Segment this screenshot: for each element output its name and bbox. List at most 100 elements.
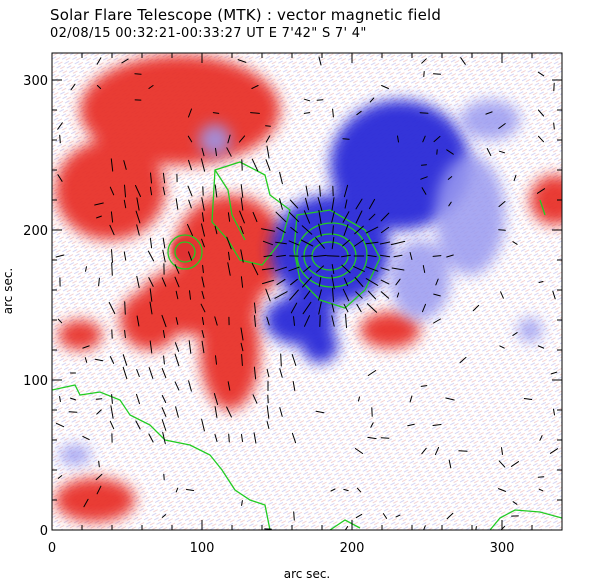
field-vector [265, 288, 271, 302]
field-vector [276, 254, 286, 258]
field-vector [59, 396, 61, 402]
field-vector [240, 249, 244, 263]
field-vector [163, 355, 165, 365]
field-vector [353, 266, 365, 272]
field-vector [380, 279, 390, 285]
field-vector [200, 303, 206, 313]
field-vector [409, 395, 413, 403]
field-vector [201, 340, 205, 354]
field-vector [227, 262, 231, 276]
field-vector [303, 290, 311, 300]
field-vector [96, 485, 102, 495]
field-vector [446, 254, 454, 258]
field-vector [136, 393, 140, 405]
field-vector [315, 237, 325, 249]
field-vector [331, 303, 335, 313]
field-vector [162, 172, 166, 184]
field-vector [447, 176, 453, 180]
field-vector [343, 224, 349, 236]
field-vector [201, 223, 205, 237]
field-vector [536, 188, 546, 194]
field-vector [250, 112, 260, 114]
field-vector [123, 251, 127, 261]
field-vector [261, 267, 275, 271]
field-vector [201, 212, 205, 222]
field-vector [111, 249, 113, 263]
field-vector [365, 278, 379, 286]
field-vector [189, 290, 191, 300]
field-vector [201, 238, 205, 248]
field-vector [214, 225, 218, 235]
field-vector [475, 526, 477, 530]
field-vector [240, 327, 244, 341]
field-vector [136, 275, 140, 289]
field-vector [122, 366, 128, 380]
field-vector [82, 435, 90, 441]
field-vector [148, 433, 154, 443]
field-vector [552, 290, 556, 300]
field-vector [70, 83, 76, 91]
transverse-field-vectors [55, 56, 559, 530]
field-vector [226, 236, 232, 250]
field-vector [433, 293, 441, 297]
field-vector [300, 239, 314, 247]
field-vector [214, 316, 218, 326]
field-vector [420, 385, 428, 387]
field-vector [253, 366, 257, 380]
field-vector [241, 354, 243, 366]
field-vector [188, 108, 192, 118]
field-vector [379, 241, 391, 245]
field-vector [254, 315, 256, 327]
field-vector [343, 184, 349, 198]
field-vector [57, 174, 63, 182]
field-vector [331, 197, 335, 211]
field-vector [305, 185, 309, 197]
field-vector [149, 288, 153, 302]
field-vector [395, 278, 401, 286]
field-vector [161, 395, 167, 403]
field-vector [94, 202, 104, 206]
field-vector [289, 289, 299, 301]
field-vector [358, 396, 360, 402]
field-vector [395, 514, 401, 518]
field-vector [343, 303, 349, 313]
field-vector [228, 433, 230, 443]
field-vector [301, 255, 313, 257]
field-vector [318, 301, 322, 315]
field-vector [289, 199, 299, 209]
field-vector [393, 254, 403, 258]
field-vector [292, 381, 296, 391]
field-vector [266, 405, 270, 419]
field-vector [55, 254, 65, 258]
field-vector [367, 436, 377, 440]
field-vector [549, 448, 559, 454]
field-vector [498, 488, 506, 492]
field-vector [512, 332, 518, 336]
field-vector [186, 489, 194, 491]
field-vector [380, 291, 390, 299]
field-vector [275, 266, 287, 272]
field-vector [263, 254, 273, 258]
field-vector [289, 212, 299, 222]
field-vector [240, 342, 244, 352]
field-vector [136, 369, 140, 377]
field-vector [174, 276, 180, 288]
field-vector [147, 250, 155, 262]
field-vector [293, 316, 295, 326]
field-vector [523, 398, 533, 400]
field-vector [69, 397, 77, 401]
field-vector [174, 381, 180, 391]
field-vector [397, 135, 399, 143]
field-vector [498, 123, 506, 129]
field-vector [150, 172, 152, 184]
field-contours [52, 161, 562, 530]
magnetogram-image [52, 53, 562, 530]
field-vector [265, 125, 271, 127]
field-vector [354, 448, 364, 454]
field-vector [109, 186, 115, 196]
field-vector [162, 186, 166, 196]
field-vector [460, 57, 466, 65]
field-vector [356, 303, 362, 313]
field-vector [432, 255, 442, 257]
field-vector [262, 279, 274, 285]
